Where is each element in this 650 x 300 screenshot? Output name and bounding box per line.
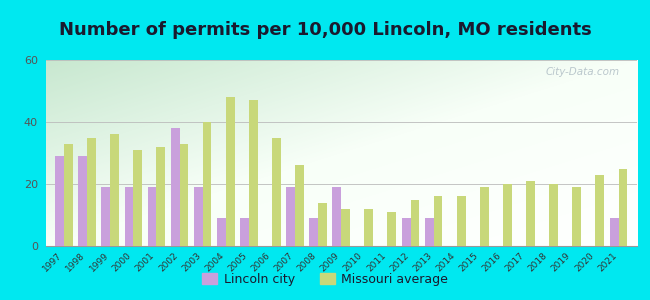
Bar [619, 169, 627, 246]
Bar [171, 128, 179, 246]
Bar [249, 100, 257, 246]
Bar [549, 184, 558, 246]
Bar [411, 200, 419, 246]
Bar [425, 218, 434, 246]
Bar [286, 187, 295, 246]
Text: Number of permits per 10,000 Lincoln, MO residents: Number of permits per 10,000 Lincoln, MO… [58, 21, 592, 39]
Bar [572, 187, 581, 246]
Bar [87, 137, 96, 246]
Bar [203, 122, 211, 246]
Bar [480, 187, 489, 246]
Bar [332, 187, 341, 246]
Bar [309, 218, 318, 246]
Bar [434, 196, 443, 246]
Bar [226, 97, 235, 246]
Bar [341, 209, 350, 246]
Bar [457, 196, 465, 246]
Bar [217, 218, 226, 246]
Bar [111, 134, 119, 246]
Bar [148, 187, 157, 246]
Bar [526, 181, 535, 246]
Bar [272, 137, 281, 246]
Bar [64, 144, 73, 246]
Bar [595, 175, 604, 246]
Bar [387, 212, 396, 246]
Text: City-Data.com: City-Data.com [545, 68, 619, 77]
Bar [125, 187, 133, 246]
Bar [133, 150, 142, 246]
Bar [365, 209, 373, 246]
Bar [402, 218, 411, 246]
Bar [295, 165, 304, 246]
Legend: Lincoln city, Missouri average: Lincoln city, Missouri average [197, 268, 453, 291]
Bar [240, 218, 249, 246]
Bar [78, 156, 87, 246]
Bar [179, 144, 188, 246]
Bar [157, 147, 165, 246]
Bar [610, 218, 619, 246]
Bar [101, 187, 111, 246]
Bar [55, 156, 64, 246]
Bar [503, 184, 512, 246]
Bar [318, 202, 327, 246]
Bar [194, 187, 203, 246]
